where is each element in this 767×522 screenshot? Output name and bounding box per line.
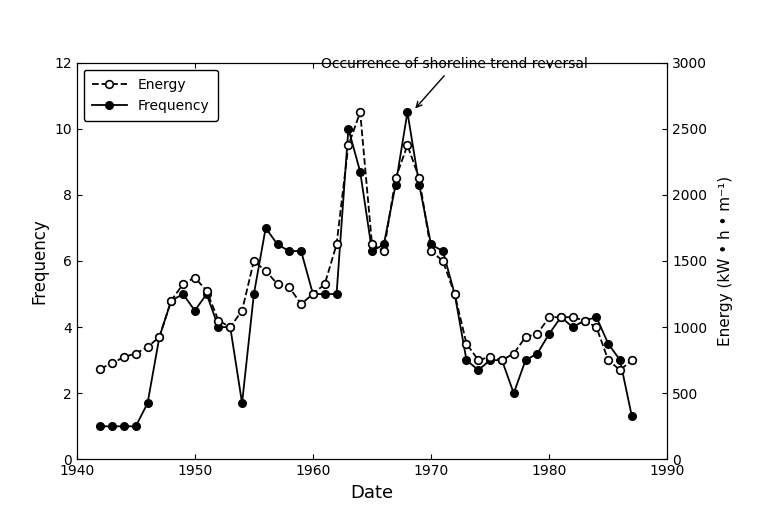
Frequency (155, 334, 164, 340)
Energy (379, 248, 388, 254)
Frequency (391, 182, 400, 188)
Energy (450, 291, 459, 297)
Energy (474, 357, 483, 363)
Energy (143, 344, 152, 350)
Line: Frequency: Frequency (97, 109, 636, 430)
Frequency (568, 324, 578, 330)
Frequency (273, 241, 282, 247)
Frequency (190, 307, 199, 314)
Frequency (615, 357, 624, 363)
Frequency (486, 357, 495, 363)
Frequency (356, 169, 365, 175)
Frequency (344, 126, 353, 132)
Energy (166, 298, 176, 304)
Energy (604, 357, 613, 363)
Energy (509, 350, 518, 357)
Energy (179, 281, 188, 287)
Energy (190, 275, 199, 281)
Frequency (96, 423, 105, 430)
Frequency (438, 248, 447, 254)
Frequency (592, 314, 601, 321)
Frequency (107, 423, 117, 430)
Energy (486, 354, 495, 360)
Energy (592, 324, 601, 330)
Frequency (249, 291, 258, 297)
Energy (273, 281, 282, 287)
Frequency (367, 248, 377, 254)
Energy (356, 109, 365, 115)
Frequency (320, 291, 329, 297)
Legend: Energy, Frequency: Energy, Frequency (84, 69, 218, 121)
Y-axis label: Frequency: Frequency (31, 218, 48, 304)
Energy (627, 357, 637, 363)
Frequency (202, 291, 211, 297)
Frequency (450, 291, 459, 297)
Energy (415, 175, 424, 182)
Energy (438, 258, 447, 264)
Frequency (131, 423, 140, 430)
Energy (214, 317, 223, 324)
Energy (297, 301, 306, 307)
Text: Occurrence of shoreline trend reversal: Occurrence of shoreline trend reversal (321, 57, 588, 108)
Frequency (214, 324, 223, 330)
Frequency (497, 357, 506, 363)
Energy (391, 175, 400, 182)
Energy (332, 241, 341, 247)
Energy (367, 241, 377, 247)
Frequency (238, 400, 247, 406)
Energy (261, 268, 270, 274)
Frequency (166, 298, 176, 304)
Frequency (604, 340, 613, 347)
Frequency (120, 423, 129, 430)
Line: Energy: Energy (97, 109, 636, 374)
Energy (225, 324, 235, 330)
Y-axis label: Energy (kW • h • m⁻¹): Energy (kW • h • m⁻¹) (719, 176, 733, 346)
Energy (107, 360, 117, 366)
Energy (96, 365, 105, 372)
Energy (533, 330, 542, 337)
Energy (320, 281, 329, 287)
Energy (545, 314, 554, 321)
Frequency (297, 248, 306, 254)
Energy (120, 354, 129, 360)
Frequency (143, 400, 152, 406)
Frequency (379, 241, 388, 247)
Frequency (474, 367, 483, 373)
Frequency (627, 413, 637, 420)
Energy (497, 357, 506, 363)
Energy (426, 248, 436, 254)
Frequency (521, 357, 530, 363)
Energy (131, 350, 140, 357)
Energy (403, 142, 412, 148)
X-axis label: Date: Date (351, 484, 393, 502)
Energy (521, 334, 530, 340)
Frequency (332, 291, 341, 297)
Energy (344, 142, 353, 148)
Frequency (308, 291, 318, 297)
Energy (580, 317, 589, 324)
Energy (202, 288, 211, 294)
Frequency (225, 324, 235, 330)
Frequency (403, 109, 412, 115)
Frequency (179, 291, 188, 297)
Frequency (285, 248, 294, 254)
Frequency (533, 350, 542, 357)
Energy (249, 258, 258, 264)
Frequency (580, 317, 589, 324)
Frequency (426, 241, 436, 247)
Frequency (462, 357, 471, 363)
Energy (556, 314, 565, 321)
Frequency (261, 225, 270, 231)
Frequency (556, 314, 565, 321)
Frequency (415, 182, 424, 188)
Energy (568, 314, 578, 321)
Energy (615, 367, 624, 373)
Frequency (545, 330, 554, 337)
Energy (308, 291, 318, 297)
Energy (462, 340, 471, 347)
Energy (155, 334, 164, 340)
Frequency (509, 390, 518, 396)
Energy (238, 307, 247, 314)
Energy (285, 284, 294, 291)
